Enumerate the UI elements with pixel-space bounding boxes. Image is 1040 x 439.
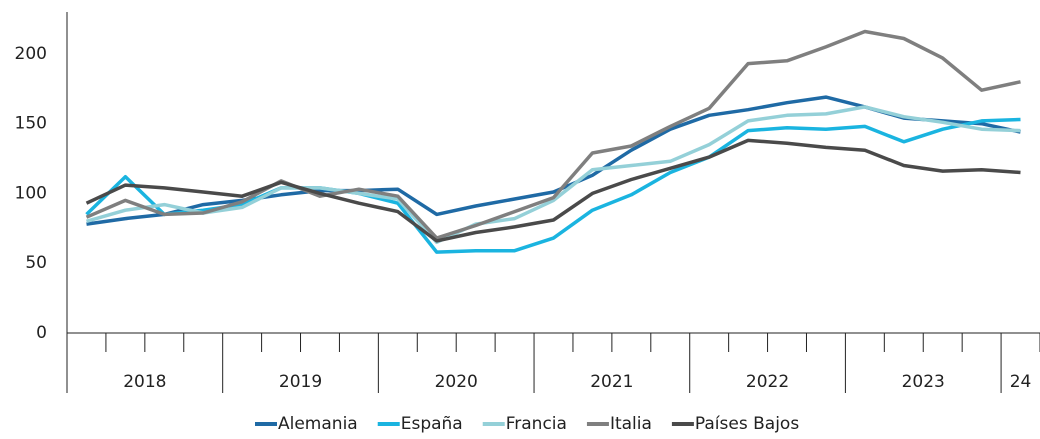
legend-label: España (401, 414, 463, 434)
y-tick-label: 50 (25, 253, 47, 273)
x-year-label: 2023 (902, 372, 945, 392)
legend-label: Italia (610, 414, 652, 434)
series-line (85, 117, 1021, 254)
y-tick-label: 0 (36, 323, 47, 343)
x-year-label: 2018 (123, 372, 166, 392)
series-line (85, 138, 1021, 243)
x-year-label: 2021 (590, 372, 633, 392)
x-year-label: 24 (1010, 372, 1032, 392)
series-line (86, 105, 1021, 245)
legend-label: Países Bajos (695, 414, 799, 434)
x-year-label: 2019 (279, 372, 322, 392)
y-tick-label: 100 (15, 183, 47, 203)
series-line (85, 29, 1021, 240)
y-tick-label: 150 (15, 114, 47, 134)
x-year-label: 2020 (435, 372, 478, 392)
x-year-label: 2022 (746, 372, 789, 392)
legend-label: Alemania (278, 414, 358, 434)
legend-label: Francia (506, 414, 567, 434)
y-tick-label: 200 (15, 44, 47, 64)
